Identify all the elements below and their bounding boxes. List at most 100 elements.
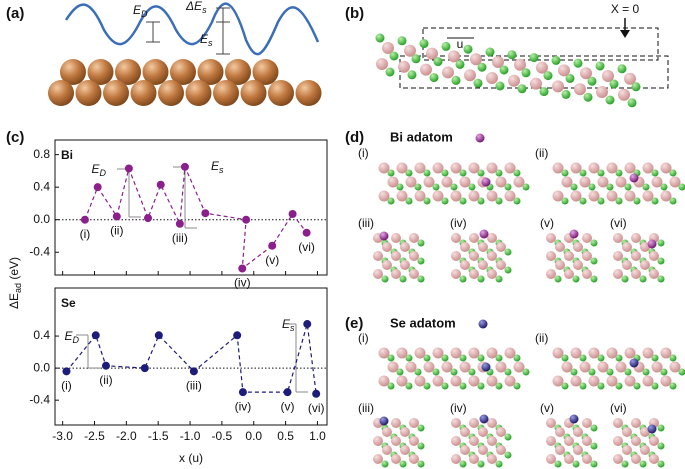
atom — [546, 418, 556, 428]
atom — [669, 176, 681, 188]
site-label: (vi) — [610, 216, 627, 230]
substrate-atom — [142, 59, 169, 85]
atom — [486, 375, 498, 387]
y-tick-label: -0.4 — [29, 244, 50, 258]
atom — [579, 354, 587, 362]
atom — [396, 162, 408, 174]
atom — [597, 382, 605, 390]
substrate-atom — [170, 59, 196, 85]
x-tick-label: -3.0 — [52, 429, 73, 443]
atom — [649, 436, 659, 446]
atom — [678, 183, 685, 191]
adatom — [647, 424, 657, 434]
atom — [477, 382, 485, 390]
atom — [378, 190, 390, 202]
atom — [660, 162, 672, 174]
atom — [642, 183, 650, 191]
atom — [432, 183, 440, 191]
atom — [469, 418, 479, 428]
atom — [409, 251, 419, 261]
atom — [551, 55, 561, 65]
atom — [508, 74, 520, 87]
atom — [487, 251, 497, 261]
atom — [495, 361, 507, 373]
atom — [561, 197, 569, 205]
atom — [485, 47, 495, 57]
atom — [442, 66, 454, 79]
adatom — [629, 358, 639, 368]
atom — [464, 69, 476, 82]
substrate-atom — [213, 80, 239, 106]
atom — [432, 368, 440, 376]
atom — [651, 361, 663, 373]
substrate-atom — [60, 59, 86, 85]
atom — [627, 98, 637, 108]
atom — [496, 242, 506, 252]
atom — [669, 354, 677, 362]
atom — [588, 162, 600, 174]
atom — [409, 454, 419, 464]
atom — [504, 190, 516, 202]
atom — [407, 70, 417, 80]
atom — [579, 176, 591, 188]
atom — [504, 248, 512, 256]
atom — [448, 50, 460, 63]
atom — [561, 169, 569, 177]
atom — [640, 445, 650, 455]
point-label: (vi) — [308, 401, 325, 415]
atom — [555, 427, 565, 437]
atom — [397, 36, 407, 46]
atom — [405, 382, 413, 390]
atom — [651, 382, 659, 390]
atom — [441, 176, 453, 188]
data-point — [201, 209, 210, 218]
site-label: (vi) — [610, 401, 627, 415]
atom — [504, 375, 516, 387]
atom — [405, 169, 413, 177]
atom — [622, 260, 632, 270]
annotation-sub: s — [208, 38, 213, 48]
atom — [398, 60, 410, 73]
substrate-atom — [103, 80, 129, 106]
atom — [539, 87, 549, 97]
atom — [546, 454, 556, 464]
atom — [640, 427, 650, 437]
atom — [375, 33, 385, 43]
annotation-sub: ad — [13, 283, 23, 293]
data-point — [80, 215, 89, 224]
atom — [590, 460, 598, 468]
atom — [590, 275, 598, 283]
adatom — [481, 177, 491, 187]
data-point — [303, 320, 312, 329]
atom — [615, 354, 623, 362]
atom — [417, 442, 425, 450]
atom — [469, 454, 479, 464]
y-tick-label: 0.0 — [33, 360, 50, 374]
atom — [660, 347, 672, 359]
annotation: ED — [64, 329, 79, 345]
substrate-atom — [115, 59, 141, 85]
atom — [606, 368, 614, 376]
atom — [441, 382, 449, 390]
atom — [429, 73, 439, 83]
y-tick-label: 0.8 — [33, 147, 50, 161]
atom — [579, 382, 587, 390]
atom — [522, 183, 530, 191]
atom — [414, 368, 422, 376]
data-point — [288, 210, 297, 219]
atom — [546, 269, 556, 279]
atom — [651, 169, 659, 177]
site-label: (i) — [358, 331, 369, 345]
atom — [504, 451, 512, 459]
annotation: ED — [133, 3, 148, 19]
x-axis-label: x (u) — [179, 451, 203, 465]
adatom — [379, 231, 389, 241]
atom — [463, 44, 473, 54]
atom — [657, 424, 665, 432]
atom — [417, 460, 425, 468]
site-label: (iv) — [450, 216, 467, 230]
atom — [631, 269, 641, 279]
atom — [606, 190, 618, 202]
atom — [582, 251, 592, 261]
atom — [382, 260, 392, 270]
